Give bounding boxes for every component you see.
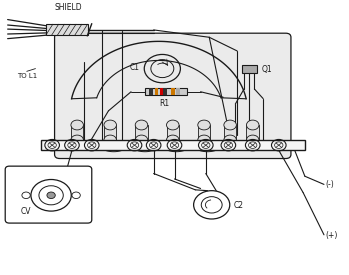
Bar	[171, 88, 174, 95]
Bar	[242, 65, 257, 73]
Circle shape	[198, 135, 210, 145]
Text: (-): (-)	[325, 180, 334, 189]
Circle shape	[47, 192, 55, 199]
Circle shape	[246, 120, 259, 130]
Circle shape	[104, 135, 117, 145]
Text: C2: C2	[233, 201, 244, 210]
Text: C1: C1	[129, 63, 140, 72]
Bar	[41, 140, 305, 150]
Bar	[155, 88, 158, 95]
FancyBboxPatch shape	[54, 33, 291, 158]
Bar	[224, 125, 236, 140]
Bar	[135, 125, 148, 140]
Circle shape	[135, 135, 148, 145]
Circle shape	[198, 120, 210, 130]
Text: R1: R1	[159, 99, 169, 108]
Circle shape	[166, 120, 179, 130]
Bar	[198, 125, 210, 140]
Bar	[104, 125, 117, 140]
Circle shape	[104, 120, 117, 130]
Circle shape	[224, 135, 236, 145]
Text: (+): (+)	[325, 231, 337, 240]
FancyBboxPatch shape	[5, 166, 92, 223]
Bar	[246, 125, 259, 140]
Bar	[46, 24, 88, 35]
Text: CV: CV	[21, 207, 31, 216]
Bar	[166, 125, 179, 140]
Bar	[71, 125, 83, 140]
Circle shape	[71, 120, 83, 130]
Circle shape	[71, 135, 83, 145]
Bar	[160, 88, 163, 95]
Circle shape	[224, 120, 236, 130]
Circle shape	[135, 120, 148, 130]
Circle shape	[166, 135, 179, 145]
Bar	[145, 88, 187, 95]
Text: TO L1: TO L1	[17, 73, 37, 79]
Circle shape	[246, 135, 259, 145]
Bar	[149, 88, 153, 95]
Text: Q1: Q1	[261, 65, 272, 74]
Bar	[163, 88, 167, 95]
Bar	[176, 88, 180, 95]
Text: SHIELD: SHIELD	[55, 3, 82, 12]
